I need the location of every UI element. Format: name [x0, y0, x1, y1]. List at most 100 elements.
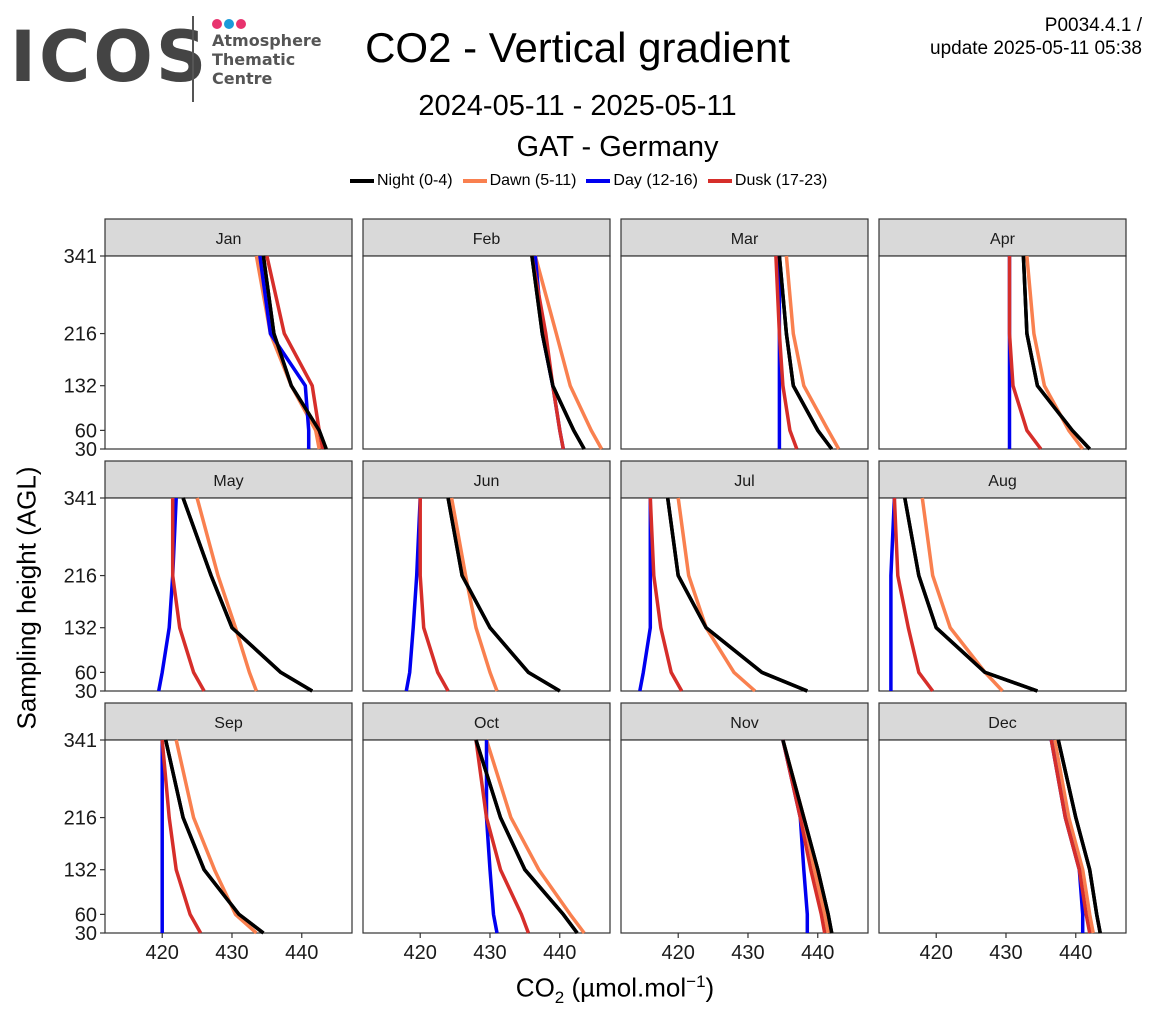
y-tick-label: 30	[75, 681, 97, 703]
legend-key	[350, 178, 374, 183]
y-tick-label: 60	[75, 904, 97, 926]
series-line-night-top	[1021, 255, 1091, 451]
series-line-dawn	[920, 497, 1004, 693]
product-info: P0034.4.1 / update 2025-05-11 05:38	[930, 14, 1142, 60]
y-tick-label: 132	[64, 618, 97, 640]
chart-title: CO2 - Vertical gradient	[365, 24, 790, 71]
x-tick-label: 440	[285, 942, 318, 964]
facet-panel	[620, 497, 869, 692]
facet-strip-label: Mar	[731, 231, 759, 248]
facet-panel	[878, 255, 1127, 450]
x-axis-label-close: )	[705, 972, 715, 1003]
x-axis-label-sub: 2	[554, 987, 565, 1007]
logo-dots-icon	[212, 16, 252, 29]
legend-item: Day (12-16)	[586, 172, 698, 190]
logo-dot-1	[212, 19, 222, 29]
x-tick-label: 440	[1059, 942, 1092, 964]
series-line-dusk	[170, 498, 206, 692]
series-line-night-top	[903, 497, 1038, 693]
facet-strip	[104, 460, 353, 499]
x-tick-label: 430	[731, 942, 764, 964]
y-tick-label: 216	[64, 566, 97, 588]
facet-panel	[104, 497, 353, 692]
series-line-night-top	[446, 497, 561, 693]
facet-panel	[362, 255, 611, 450]
y-tick-label: 132	[64, 376, 97, 398]
series-line-dawn	[784, 255, 841, 450]
update-timestamp: update 2025-05-11 05:38	[930, 38, 1142, 59]
series-line-night-top	[163, 739, 265, 935]
facet-strip	[620, 218, 869, 257]
series-line-dusk	[1007, 256, 1043, 451]
x-axis-label-unit: (µmol.mol	[564, 972, 687, 1003]
facet-strip-label: Jun	[474, 473, 500, 490]
x-tick-label: 420	[404, 942, 437, 964]
x-tick-label: 420	[920, 942, 953, 964]
facet-strip-label: Nov	[730, 715, 758, 732]
series-line-dusk	[892, 497, 935, 693]
facet-strip	[620, 702, 869, 741]
legend-key	[462, 178, 487, 183]
series-line-day	[889, 497, 897, 691]
series-line-dusk	[648, 497, 684, 692]
facet-panel	[104, 255, 353, 450]
facet-strip	[878, 702, 1127, 741]
facet-strip-label: Jul	[734, 473, 754, 490]
y-tick-label: 341	[64, 246, 97, 268]
legend-item: Night (0-4)	[350, 172, 453, 190]
facet-strip-label: Sep	[214, 715, 243, 732]
series-line-night-top	[474, 739, 579, 935]
legend-key	[586, 178, 611, 183]
facet-panel	[878, 497, 1127, 692]
facet-strip-label: Jan	[216, 231, 242, 248]
facet-strip	[878, 460, 1127, 499]
facet-strip	[362, 218, 611, 257]
series-line-dawn	[449, 497, 499, 692]
facet-strip-label: May	[213, 473, 243, 490]
legend-label: Day (12-16)	[613, 172, 698, 189]
series-line-night-top	[261, 255, 328, 450]
x-tick-label: 420	[146, 942, 179, 964]
series-line-day	[638, 498, 653, 692]
facet-strip	[620, 460, 869, 499]
series-line-day	[484, 740, 499, 934]
series-line-dawn	[174, 739, 258, 935]
y-tick-label: 341	[64, 488, 97, 510]
y-tick-label: 30	[75, 439, 97, 461]
facet-strip-label: Feb	[473, 231, 501, 248]
series-line-dusk	[418, 498, 450, 692]
series-line-night-top	[530, 255, 586, 450]
y-tick-label: 60	[75, 420, 97, 442]
y-tick-label: 60	[75, 662, 97, 684]
series-line-night-top	[1056, 739, 1102, 934]
facet-strip	[362, 702, 611, 741]
y-tick-label: 341	[64, 730, 97, 752]
icos-logo-text: ICOS	[10, 16, 210, 98]
facet-strip-label: Aug	[988, 473, 1016, 490]
y-tick-label: 30	[75, 923, 97, 945]
y-tick-label: 132	[64, 860, 97, 882]
legend-item: Dusk (17-23)	[707, 172, 828, 190]
legend-label: Dawn (5-11)	[489, 172, 577, 189]
x-tick-label: 440	[543, 942, 576, 964]
facet-strip-label: Apr	[990, 231, 1016, 248]
station-subtitle: GAT - Germany	[516, 131, 719, 163]
x-tick-label: 440	[801, 942, 834, 964]
series-line-dusk	[160, 739, 203, 934]
x-tick-label: 430	[215, 942, 248, 964]
date-range-subtitle: 2024-05-11 - 2025-05-11	[418, 90, 737, 122]
series-line-dawn	[1053, 739, 1095, 934]
series-line-day	[404, 497, 422, 692]
facet-strip-label: Oct	[474, 715, 499, 732]
series-line-dusk	[474, 739, 531, 934]
x-axis-label-prefix: CO	[515, 972, 555, 1003]
y-tick-label: 216	[64, 324, 97, 346]
facet-panel	[620, 739, 869, 934]
x-tick-label: 430	[989, 942, 1022, 964]
y-tick-label: 216	[64, 808, 97, 830]
logo-subtitle-line-3: Centre	[212, 69, 273, 88]
facet-strip	[104, 218, 353, 257]
x-axis-label-sup: −1	[686, 972, 706, 991]
legend-label: Dusk (17-23)	[734, 172, 828, 189]
